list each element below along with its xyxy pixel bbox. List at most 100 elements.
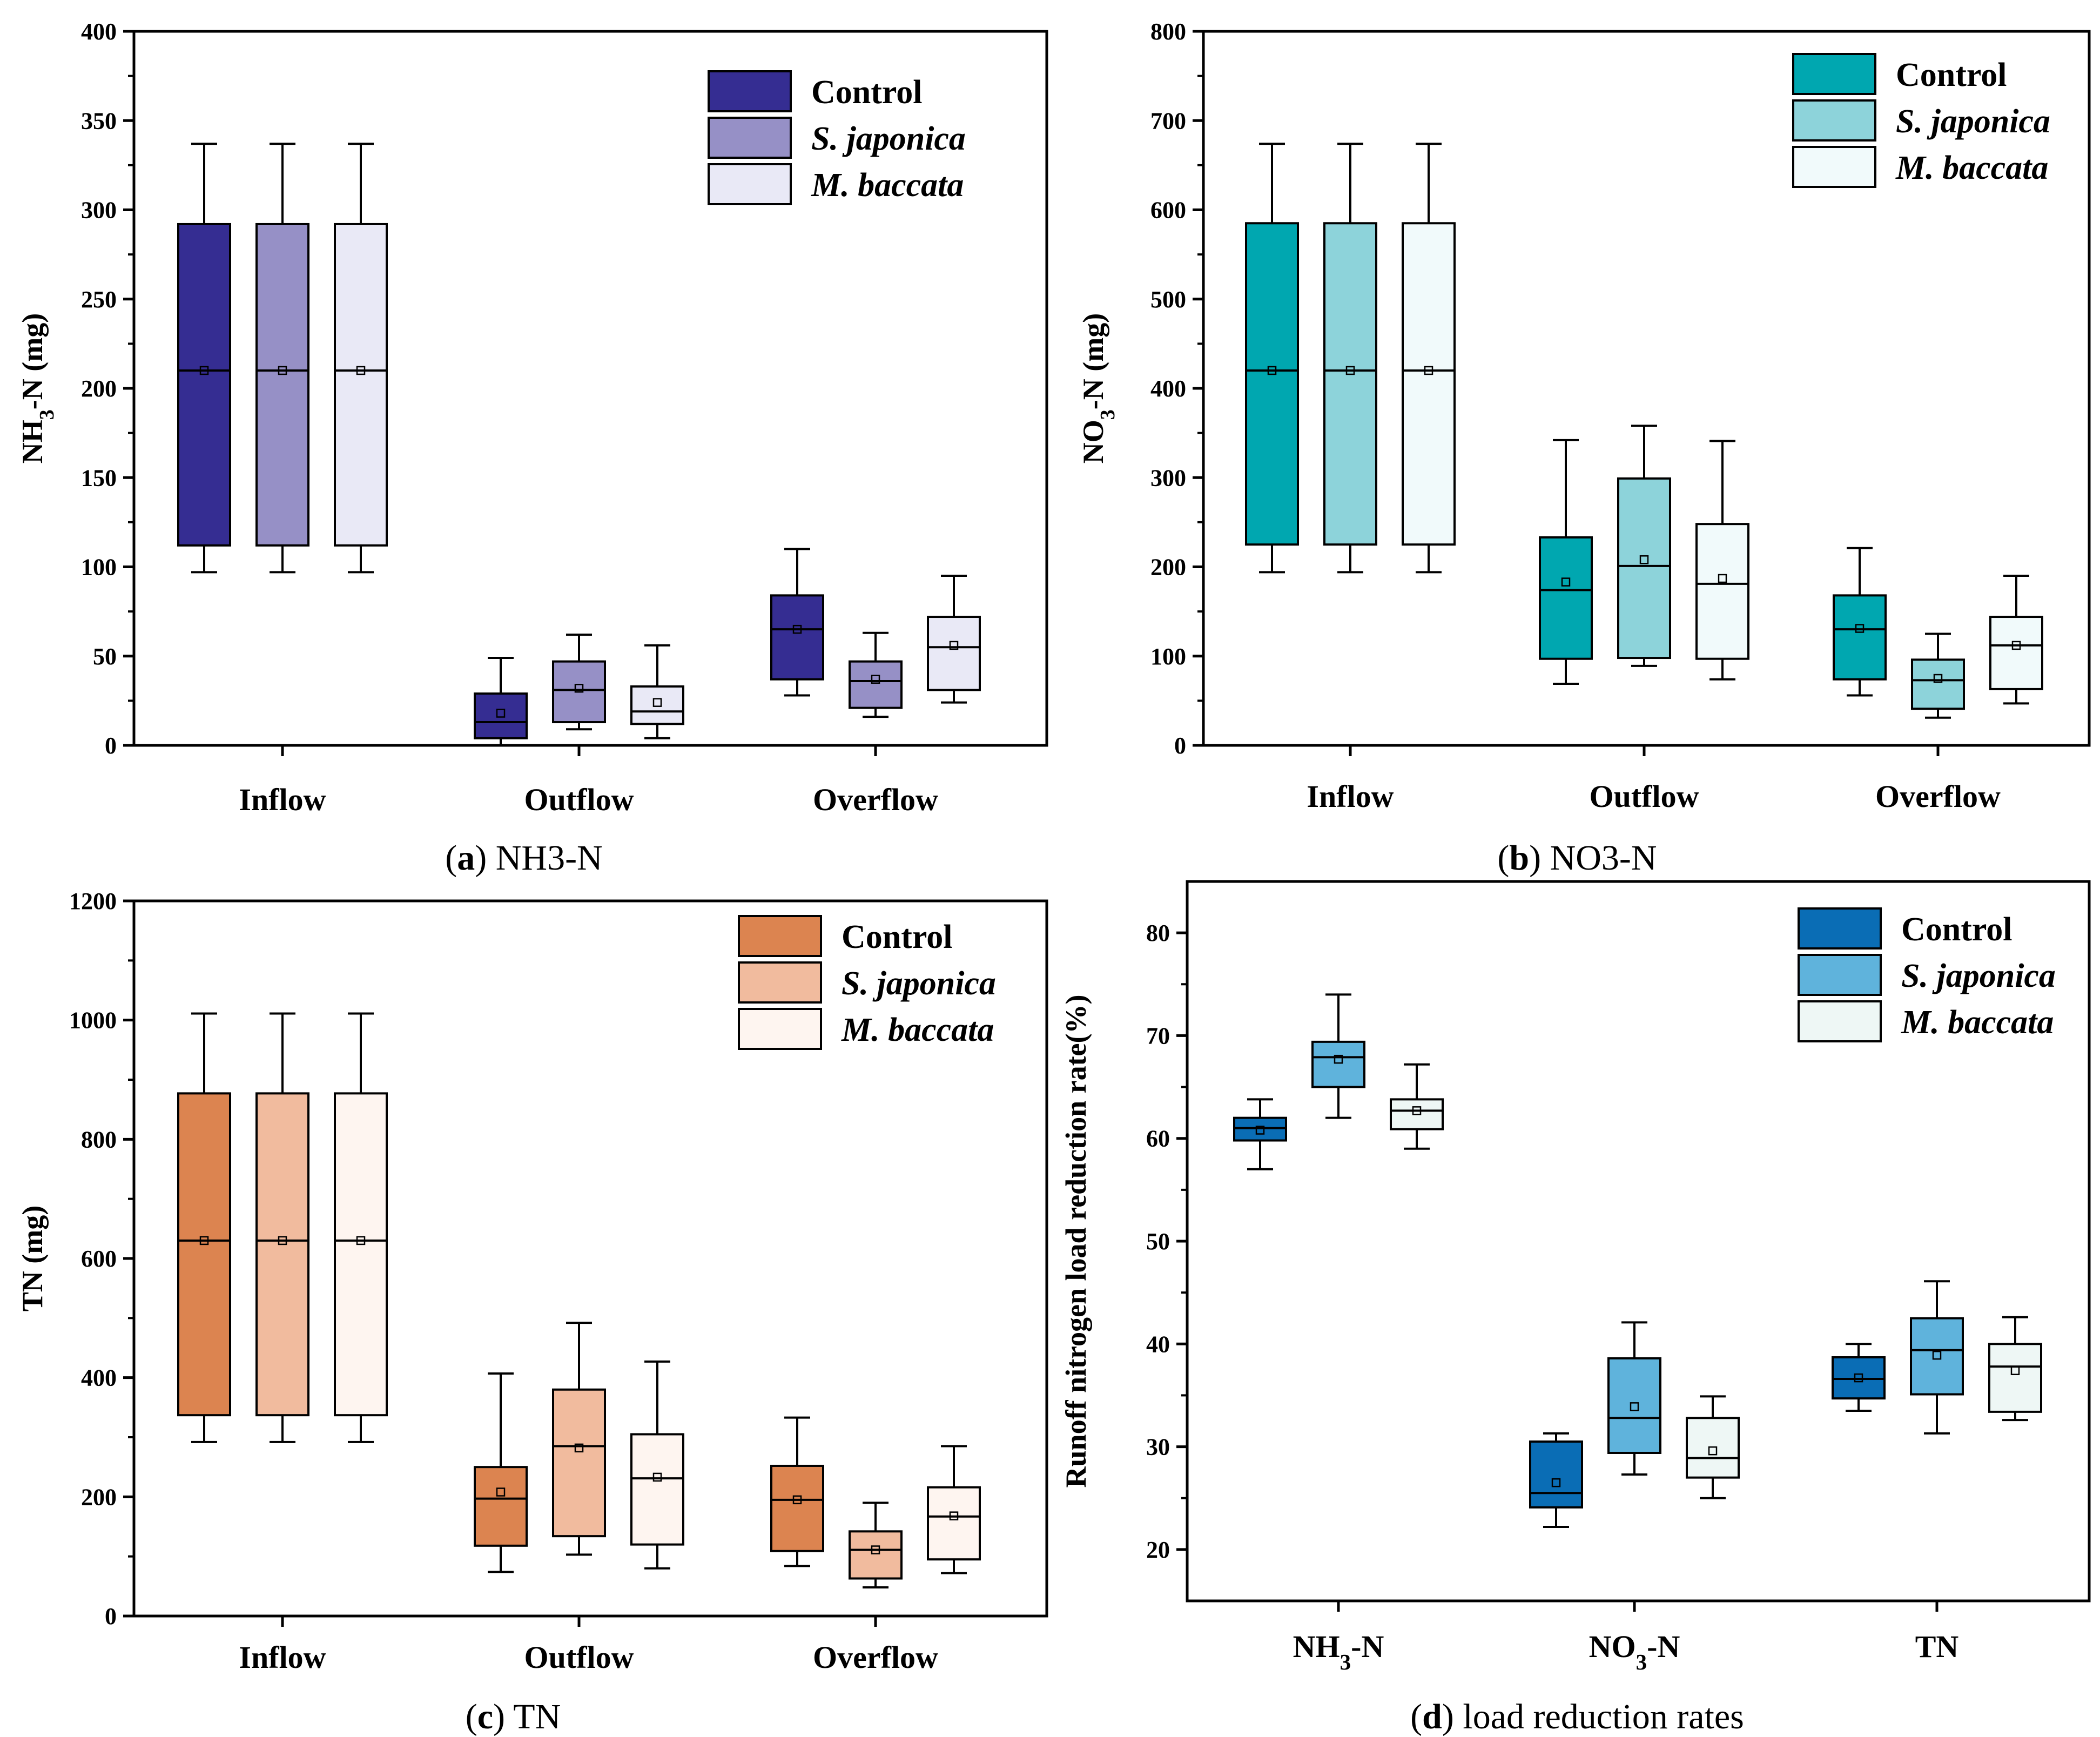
box-iqr: [1402, 222, 1456, 546]
box-iqr: [1311, 1040, 1365, 1088]
y-tick-label: 150: [81, 464, 117, 491]
legend-label: S. japonica: [842, 965, 996, 1002]
legend-swatch: [708, 163, 792, 205]
box-iqr: [255, 223, 309, 547]
box-iqr: [552, 1388, 606, 1538]
legend-swatch: [738, 915, 822, 957]
legend-label: S. japonica: [811, 120, 966, 157]
box-c-0-2: [770, 1416, 824, 1567]
box-c-0-1: [474, 1372, 528, 1573]
box-d-0-2: [1832, 1343, 1886, 1412]
category-label: Inflow: [239, 1640, 326, 1675]
y-tick-label: 20: [1146, 1537, 1170, 1563]
box-a-0-0: [177, 143, 231, 574]
mean-marker: [278, 1236, 287, 1245]
mean-marker: [1854, 1373, 1863, 1383]
category-label-sub: 3: [1636, 1650, 1647, 1674]
y-tick-label: 50: [1146, 1228, 1170, 1255]
legend-swatch: [1792, 99, 1876, 142]
box-iqr: [849, 1530, 903, 1580]
mean-marker: [2010, 1366, 2020, 1376]
box-a-1-0: [255, 143, 309, 574]
caption-close: ) NO3-N: [1529, 838, 1657, 878]
legend-swatch: [1792, 146, 1876, 188]
y-axis-label-sub: 3: [1096, 409, 1119, 420]
mean-marker: [871, 1545, 880, 1554]
y-tick-label: 800: [1150, 18, 1186, 45]
y-tick-label: 250: [81, 286, 117, 313]
caption-open: (: [1497, 838, 1509, 878]
y-tick-label: 0: [105, 1603, 117, 1630]
mean-marker: [356, 366, 366, 375]
y-tick-label: 600: [1150, 197, 1186, 224]
box-c-2-0: [334, 1012, 388, 1443]
category-label: Overflow: [813, 1640, 938, 1675]
caption-letter: c: [477, 1697, 493, 1736]
category-label: NH3-N: [1293, 1629, 1384, 1674]
box-b-1-2: [1911, 632, 1965, 719]
category-label-sub: 3: [1340, 1650, 1351, 1674]
box-iqr: [334, 1092, 388, 1417]
box-b-2-0: [1402, 143, 1456, 574]
box-c-2-1: [630, 1360, 684, 1570]
caption-close: ) NH3-N: [475, 838, 602, 878]
box-iqr: [1529, 1440, 1583, 1509]
legend-label: Control: [842, 919, 953, 955]
legend-swatch: [708, 70, 792, 112]
category-label: Outflow: [524, 782, 634, 817]
box-iqr: [927, 616, 981, 691]
y-tick-label: 800: [81, 1126, 117, 1153]
legend-label: Control: [811, 74, 923, 111]
category-label-main: NH: [1293, 1629, 1340, 1664]
y-tick-label: 600: [81, 1245, 117, 1272]
box-iqr: [474, 692, 528, 739]
mean-marker: [1345, 366, 1355, 375]
box-iqr: [849, 660, 903, 709]
category-label-rest: -N: [1351, 1629, 1384, 1664]
mean-marker: [278, 366, 287, 375]
box-iqr: [1695, 523, 1749, 660]
legend-label: Control: [1896, 57, 2007, 93]
box-a-1-2: [849, 631, 903, 718]
y-tick-label: 30: [1146, 1434, 1170, 1460]
y-axis-label-main: Runoff nitrogen load reduction rate(%): [1060, 995, 1092, 1488]
y-tick-label: 100: [81, 554, 117, 581]
mean-marker: [199, 366, 209, 375]
caption-close: ) TN: [493, 1697, 561, 1736]
y-tick-label: 40: [1146, 1331, 1170, 1357]
box-b-2-1: [1695, 440, 1749, 681]
y-axis-label-main: NO: [1077, 420, 1109, 463]
box-a-0-1: [474, 657, 528, 746]
mean-marker: [949, 1511, 959, 1520]
box-iqr: [1686, 1417, 1740, 1479]
y-tick-label: 200: [81, 375, 117, 402]
box-iqr: [177, 1092, 231, 1417]
mean-marker: [1424, 366, 1433, 375]
box-iqr: [1245, 222, 1299, 546]
mean-marker: [792, 624, 802, 634]
mean-marker: [871, 675, 880, 684]
category-label: Overflow: [1875, 779, 2001, 814]
box-iqr: [770, 594, 824, 681]
caption-letter: b: [1509, 838, 1529, 878]
y-tick-label: 300: [81, 197, 117, 224]
y-axis-label: NO3-N (mg): [1077, 313, 1119, 463]
box-iqr: [1617, 477, 1671, 659]
legend: Control S. japonica M. baccata: [708, 70, 966, 205]
box-a-0-2: [770, 548, 824, 697]
box-d-2-2: [1988, 1316, 2042, 1422]
legend: Control S. japonica M. baccata: [1792, 53, 2050, 188]
box-d-0-0: [1233, 1098, 1287, 1170]
y-axis-label: NH3-N (mg): [16, 313, 58, 463]
category-label: Outflow: [1590, 779, 1699, 814]
box-iqr: [1988, 1343, 2042, 1413]
mean-marker: [1551, 1478, 1561, 1487]
caption-open: (: [1410, 1697, 1422, 1736]
y-tick-label: 1000: [69, 1007, 117, 1034]
box-a-1-1: [552, 634, 606, 731]
box-c-1-1: [552, 1322, 606, 1556]
legend-swatch: [1798, 954, 1882, 996]
caption-open: (: [466, 1697, 477, 1736]
panel-caption: (c) TN: [466, 1697, 561, 1736]
mean-marker: [574, 1443, 584, 1453]
